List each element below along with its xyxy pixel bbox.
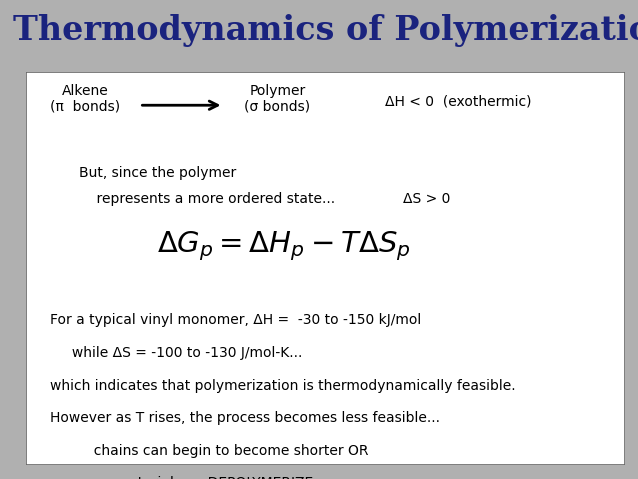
Text: while ΔS = -100 to -130 J/mol-K...: while ΔS = -100 to -130 J/mol-K... [50,346,302,360]
Text: ΔH < 0  (exothermic): ΔH < 0 (exothermic) [385,94,532,108]
Text: For a typical vinyl monomer, ΔH =  -30 to -150 kJ/mol: For a typical vinyl monomer, ΔH = -30 to… [50,313,420,328]
Text: represents a more ordered state...: represents a more ordered state... [80,192,336,205]
Text: Thermodynamics of Polymerization: Thermodynamics of Polymerization [13,14,638,47]
Text: However as T rises, the process becomes less feasible...: However as T rises, the process becomes … [50,411,440,425]
Text: $\Delta G_p = \Delta H_p - T\Delta S_p$: $\Delta G_p = \Delta H_p - T\Delta S_p$ [158,229,411,262]
Text: material can DEPOLYMERIZE.: material can DEPOLYMERIZE. [50,477,317,479]
Text: But, since the polymer: But, since the polymer [80,166,237,180]
Text: which indicates that polymerization is thermodynamically feasible.: which indicates that polymerization is t… [50,378,515,393]
FancyBboxPatch shape [26,72,625,465]
Text: Polymer
(σ bonds): Polymer (σ bonds) [244,84,311,114]
Text: chains can begin to become shorter OR: chains can begin to become shorter OR [50,444,368,458]
Text: ΔS > 0: ΔS > 0 [403,192,450,205]
Text: Alkene
(π  bonds): Alkene (π bonds) [50,84,121,114]
